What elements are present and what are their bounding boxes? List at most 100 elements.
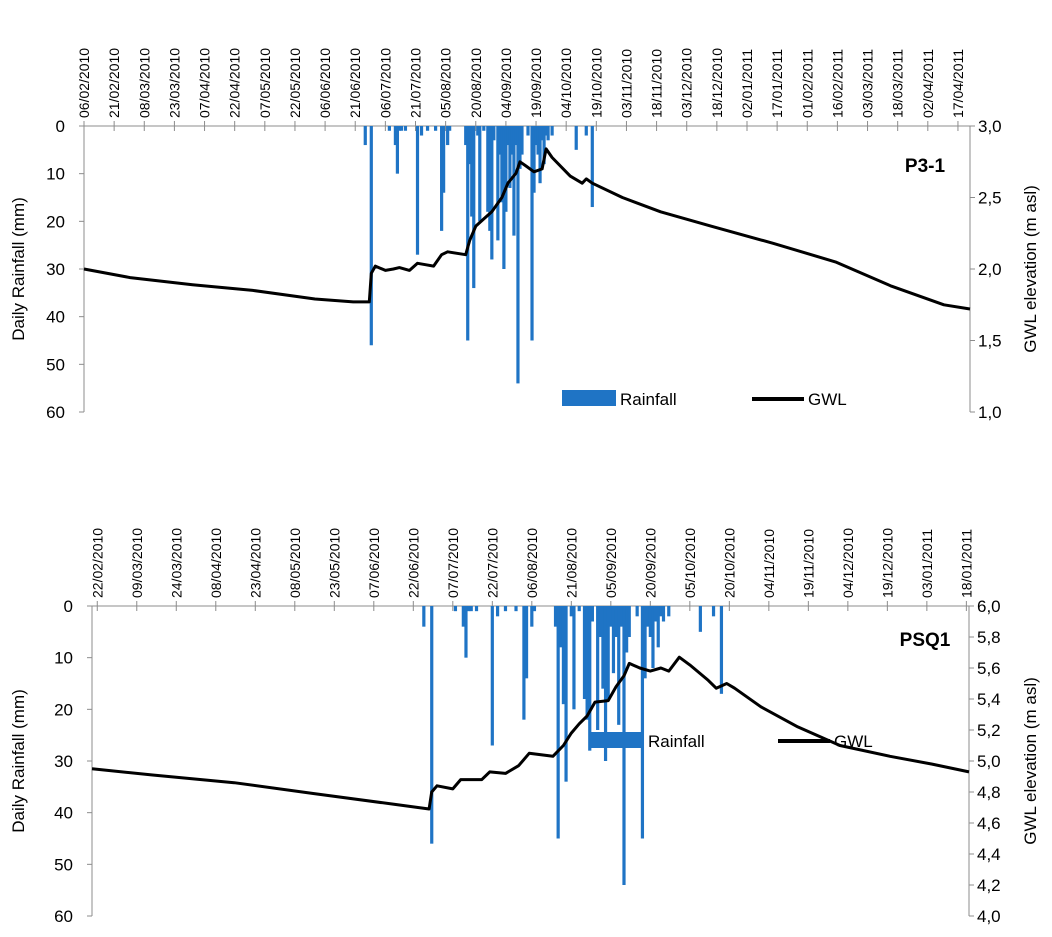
x-tick-label: 05/10/2010	[682, 528, 698, 598]
rainfall-bar	[461, 606, 465, 627]
x-tick-label: 03/03/2011	[860, 49, 876, 118]
rainfall-bar	[448, 126, 452, 131]
right-tick-label: 1,5	[978, 332, 1002, 351]
left-axis-title: Daily Rainfall (mm)	[9, 689, 28, 833]
right-tick-label: 5,6	[977, 659, 1001, 678]
x-tick-label: 21/06/2010	[347, 48, 363, 118]
left-tick-label: 20	[46, 212, 65, 231]
rainfall-bar	[363, 126, 367, 146]
rainfall-bar	[542, 126, 546, 165]
x-tick-label: 21/07/2010	[407, 48, 423, 118]
rainfall-bar	[500, 126, 504, 203]
rainfall-bar	[490, 606, 494, 746]
left-tick-label: 60	[54, 907, 73, 926]
left-tick-label: 30	[46, 260, 65, 279]
rainfall-bar	[590, 126, 594, 208]
rainfall-bar	[395, 126, 400, 174]
rainfall-bar	[561, 606, 566, 705]
x-tick-label: 22/04/2010	[227, 48, 243, 118]
rainfall-bar	[574, 126, 578, 150]
right-tick-label: 4,4	[977, 845, 1001, 864]
rainfall-bar	[468, 126, 472, 165]
rainfall-bar	[588, 606, 592, 751]
rainfall-bar	[614, 606, 618, 637]
rainfall-bar	[518, 126, 522, 169]
right-tick-label: 1,0	[978, 403, 1002, 422]
x-tick-label: 03/11/2010	[618, 49, 634, 118]
rainfall-bar	[512, 126, 516, 236]
rainfall-bar	[516, 126, 520, 384]
rainfall-bar	[393, 126, 398, 146]
rainfall-bar	[640, 606, 645, 839]
rainfall-bar	[532, 126, 536, 193]
left-tick-label: 10	[54, 649, 73, 668]
rainfall-bar	[469, 606, 473, 612]
right-tick-label: 4,6	[977, 814, 1001, 833]
x-tick-label: 23/03/2010	[166, 48, 182, 118]
x-tick-label: 08/04/2010	[208, 528, 224, 598]
rainfall-bar	[415, 126, 420, 255]
rainfall-bar	[569, 606, 573, 617]
rainfall-bar	[585, 606, 589, 720]
x-tick-label: 22/07/2010	[484, 528, 500, 598]
right-tick-label: 4,8	[977, 783, 1001, 802]
x-tick-label: 03/01/2011	[919, 529, 935, 598]
left-axis-title: Daily Rainfall (mm)	[9, 197, 28, 341]
rainfall-bar	[643, 606, 647, 679]
left-tick-label: 20	[54, 700, 73, 719]
right-tick-label: 4,0	[977, 907, 1001, 926]
rainfall-bar	[502, 126, 506, 269]
rainfall-bar	[577, 606, 581, 612]
right-tick-label: 2,0	[978, 260, 1002, 279]
rainfall-bar	[399, 126, 404, 131]
x-tick-label: 01/02/2011	[799, 49, 815, 118]
rainfall-bar	[619, 606, 623, 627]
x-tick-label: 04/09/2010	[498, 48, 514, 118]
x-tick-label: 07/04/2010	[197, 48, 213, 118]
x-tick-label: 19/11/2010	[800, 529, 816, 598]
rainfall-bar	[464, 126, 468, 146]
x-tick-label: 06/07/2010	[377, 48, 393, 118]
rainfall-bar	[476, 126, 480, 136]
x-tick-label: 20/10/2010	[721, 528, 737, 598]
x-tick-label: 04/12/2010	[840, 528, 856, 598]
left-tick-label: 0	[56, 117, 65, 136]
x-tick-label: 07/06/2010	[366, 528, 382, 598]
left-tick-label: 50	[46, 355, 65, 374]
rainfall-bar	[584, 126, 588, 136]
rainfall-bar	[572, 606, 576, 710]
rainfall-bar	[534, 126, 538, 146]
x-tick-label: 05/09/2010	[603, 528, 619, 598]
legend-gwl-label: GWL	[834, 732, 873, 751]
rainfall-bar	[514, 126, 518, 146]
left-tick-label: 30	[54, 752, 73, 771]
left-tick-label: 40	[54, 804, 73, 823]
rainfall-bar	[609, 606, 613, 627]
gwl-line	[91, 655, 970, 811]
rainfall-bar	[433, 126, 438, 131]
x-tick-label: 04/10/2010	[558, 48, 574, 118]
x-tick-label: 24/03/2010	[168, 528, 184, 598]
rainfall-bar	[653, 606, 658, 622]
left-tick-label: 50	[54, 855, 73, 874]
right-tick-label: 4,2	[977, 876, 1001, 895]
rainfall-bar	[556, 606, 560, 839]
x-tick-label: 23/05/2010	[326, 528, 342, 598]
left-tick-label: 40	[46, 308, 65, 327]
x-tick-label: 19/12/2010	[879, 528, 895, 598]
rainfall-bar	[482, 126, 486, 131]
right-axis-title: GWL elevation (m asl)	[1021, 677, 1040, 845]
rainfall-bar	[520, 126, 524, 155]
legend-rainfall-label: Rainfall	[620, 390, 677, 409]
rainfall-bar	[425, 126, 430, 131]
rainfall-bar	[590, 606, 594, 622]
rainfall-bar	[464, 606, 468, 658]
rainfall-bar	[711, 606, 716, 617]
rainfall-bar	[430, 606, 434, 844]
x-tick-label: 06/02/2010	[76, 48, 92, 118]
x-tick-label: 02/01/2011	[739, 49, 755, 118]
rainfall-bar	[486, 126, 490, 212]
x-tick-label: 06/08/2010	[524, 528, 540, 598]
rainfall-bar	[698, 606, 702, 632]
rainfall-bar	[397, 126, 402, 131]
